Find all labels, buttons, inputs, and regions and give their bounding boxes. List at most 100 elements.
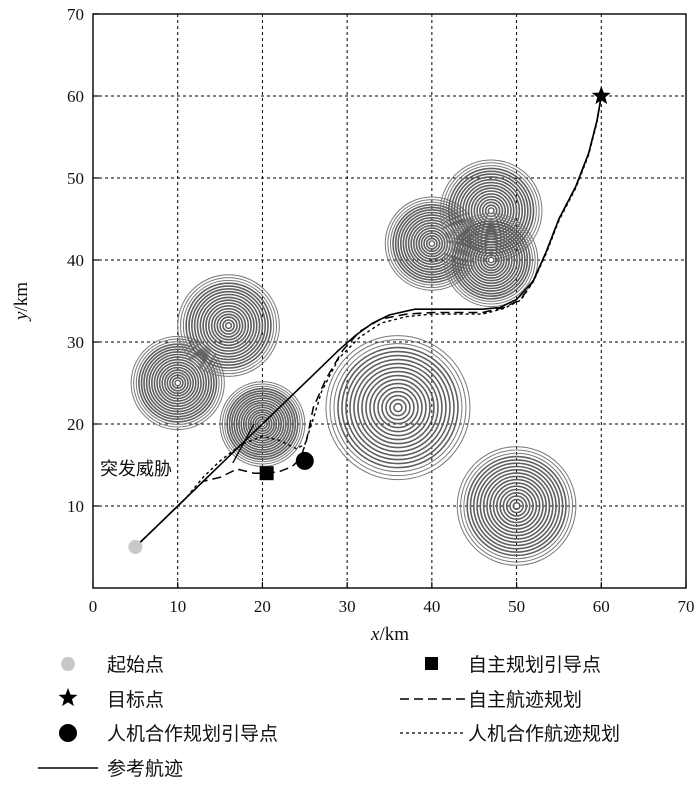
threat-contour [325, 335, 471, 481]
threat-contour [135, 341, 220, 425]
threat-contour [224, 385, 301, 463]
legend-hmc-path: 人机合作航迹规划 [400, 723, 620, 745]
threat-center [514, 504, 519, 508]
threat-contour [145, 351, 210, 415]
threat-contour [156, 361, 200, 405]
threat-contour [476, 195, 507, 226]
threat-contour [418, 229, 446, 258]
threat-center [175, 381, 180, 385]
threat-contour [224, 322, 233, 330]
threat-contour [238, 399, 287, 449]
y-axis-var: y [11, 311, 32, 322]
threat-center [489, 208, 494, 213]
threat-contour [199, 296, 258, 355]
x-tick-label: 20 [254, 597, 271, 616]
threat-contour [486, 475, 547, 537]
threat-contour [148, 353, 208, 413]
threat-contour [472, 462, 561, 550]
threat-contour [470, 190, 512, 232]
threat-contour [487, 256, 495, 264]
threat-contour [161, 366, 195, 400]
x-axis-var: x [370, 624, 380, 645]
threat-contour [444, 212, 539, 308]
legend-hmc-guide-point: 人机合作规划引导点 [59, 723, 278, 745]
threat-contour [373, 382, 423, 433]
series-line-solid [139, 95, 603, 544]
threat-contour [499, 488, 534, 524]
threat-contour [466, 455, 567, 557]
threat-contour [133, 338, 223, 428]
x-tick-label: 0 [89, 597, 98, 616]
threat-contour [259, 420, 266, 428]
threat-contour [492, 482, 541, 530]
threat-contour [399, 211, 464, 276]
threat-contour [420, 232, 444, 255]
legend-auto-path-label: 自主航迹规划 [468, 689, 582, 711]
y-tick-label: 30 [67, 333, 84, 352]
threat-contour [193, 290, 264, 361]
auto-guide-marker [259, 466, 274, 481]
threat-contour [164, 369, 192, 397]
threat-contour [221, 383, 303, 465]
legend-auto-guide-label: 自主规划引导点 [468, 654, 601, 676]
threat-contour [242, 404, 283, 444]
threat-contour [489, 478, 544, 534]
threat-contour [464, 233, 518, 287]
threat-contour [138, 343, 218, 423]
legend-target-label: 目标点 [107, 689, 164, 711]
flight-paths [139, 95, 603, 544]
threat-contour [240, 401, 285, 446]
legend-auto-guide-marker [425, 657, 438, 670]
threat-contour [454, 223, 529, 298]
x-tick-label: 60 [593, 597, 610, 616]
threat-contour [143, 348, 213, 418]
threat-contour [185, 282, 272, 369]
threat-contour [449, 218, 534, 302]
threat-contour [202, 299, 255, 352]
threat-contour [451, 220, 531, 300]
threat-contour [459, 228, 524, 292]
threat-contour [428, 240, 436, 247]
y-axis-label: y/km [11, 282, 32, 322]
threat-zones [130, 159, 577, 566]
threat-contour [235, 397, 290, 451]
plot-frame [92, 13, 687, 589]
x-tick-label: 40 [423, 597, 440, 616]
threat-contour [140, 345, 215, 420]
annotation-leader-line [232, 423, 255, 464]
threat-contour [247, 409, 278, 439]
threat-contour [482, 251, 500, 269]
threat-contour [213, 310, 244, 341]
threat-contour [469, 238, 513, 282]
threat-contour [512, 501, 521, 511]
threat-contour [341, 350, 455, 465]
threat-contour [207, 305, 250, 347]
threat-contour [345, 354, 451, 461]
threat-contour [460, 449, 574, 563]
legend: 起始点 自主规划引导点 目标点 自主航迹规划 人机合作规划引导点 人机合作航迹规… [38, 654, 620, 780]
threat-contour [456, 225, 526, 295]
threat-contour [456, 446, 577, 566]
threat-contour [423, 235, 441, 253]
threat-contour [467, 235, 516, 285]
threat-contour [226, 387, 299, 461]
y-tick-label: 40 [67, 251, 84, 270]
legend-start-label: 起始点 [107, 654, 164, 676]
threat-contour [365, 374, 431, 441]
threat-contour [479, 198, 504, 223]
legend-reference-path: 参考航迹 [38, 758, 183, 780]
x-tick-label: 10 [169, 597, 186, 616]
y-axis-unit: /km [11, 282, 32, 312]
threat-zone [384, 196, 479, 291]
threat-contour [389, 398, 407, 417]
legend-start-marker [61, 657, 75, 671]
threat-contour [180, 277, 278, 375]
threat-contour [381, 390, 415, 425]
threat-zone [177, 274, 280, 377]
y-tick-label: 50 [67, 169, 84, 188]
threat-contour [377, 386, 419, 429]
threat-contour [196, 293, 261, 358]
x-axis-label: x/km [370, 624, 409, 645]
threat-contour [171, 376, 184, 389]
